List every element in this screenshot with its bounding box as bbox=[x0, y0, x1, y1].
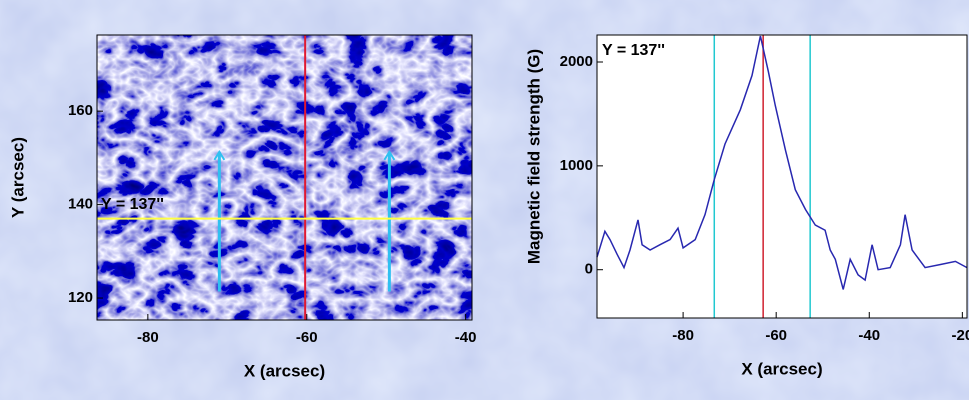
x-axis-label: X (arcsec) bbox=[741, 359, 822, 378]
annotation: Y = 137'' bbox=[602, 42, 665, 59]
arrow-head bbox=[383, 149, 396, 161]
x-tick-label: -80 bbox=[672, 327, 694, 344]
x-tick-label: -60 bbox=[765, 327, 787, 344]
y-tick-label: 160 bbox=[68, 102, 93, 119]
x-tick-label: -40 bbox=[858, 327, 880, 344]
plot-area bbox=[597, 35, 967, 318]
x-tick-label: -40 bbox=[455, 329, 477, 346]
arrow-head bbox=[213, 149, 226, 161]
x-tick-label: -20 bbox=[952, 327, 969, 344]
x-tick-label: -60 bbox=[296, 329, 318, 346]
magnetogram bbox=[97, 35, 472, 320]
y-tick-label: 120 bbox=[68, 289, 93, 306]
y-tick-label: 140 bbox=[68, 196, 93, 213]
data-line bbox=[596, 35, 968, 290]
annotation: Y = 137'' bbox=[101, 196, 164, 213]
y-axis-label: Magnetic field strength (G) bbox=[524, 49, 543, 264]
y-tick-label: 2000 bbox=[560, 53, 593, 70]
y-tick-label: 1000 bbox=[560, 157, 593, 174]
y-axis-label: Y (arcsec) bbox=[8, 137, 27, 218]
x-axis-label: X (arcsec) bbox=[244, 361, 325, 380]
x-tick-label: -80 bbox=[137, 329, 159, 346]
plot-frame bbox=[596, 34, 968, 319]
y-tick-label: 0 bbox=[585, 261, 593, 278]
plot-frame bbox=[96, 34, 473, 321]
